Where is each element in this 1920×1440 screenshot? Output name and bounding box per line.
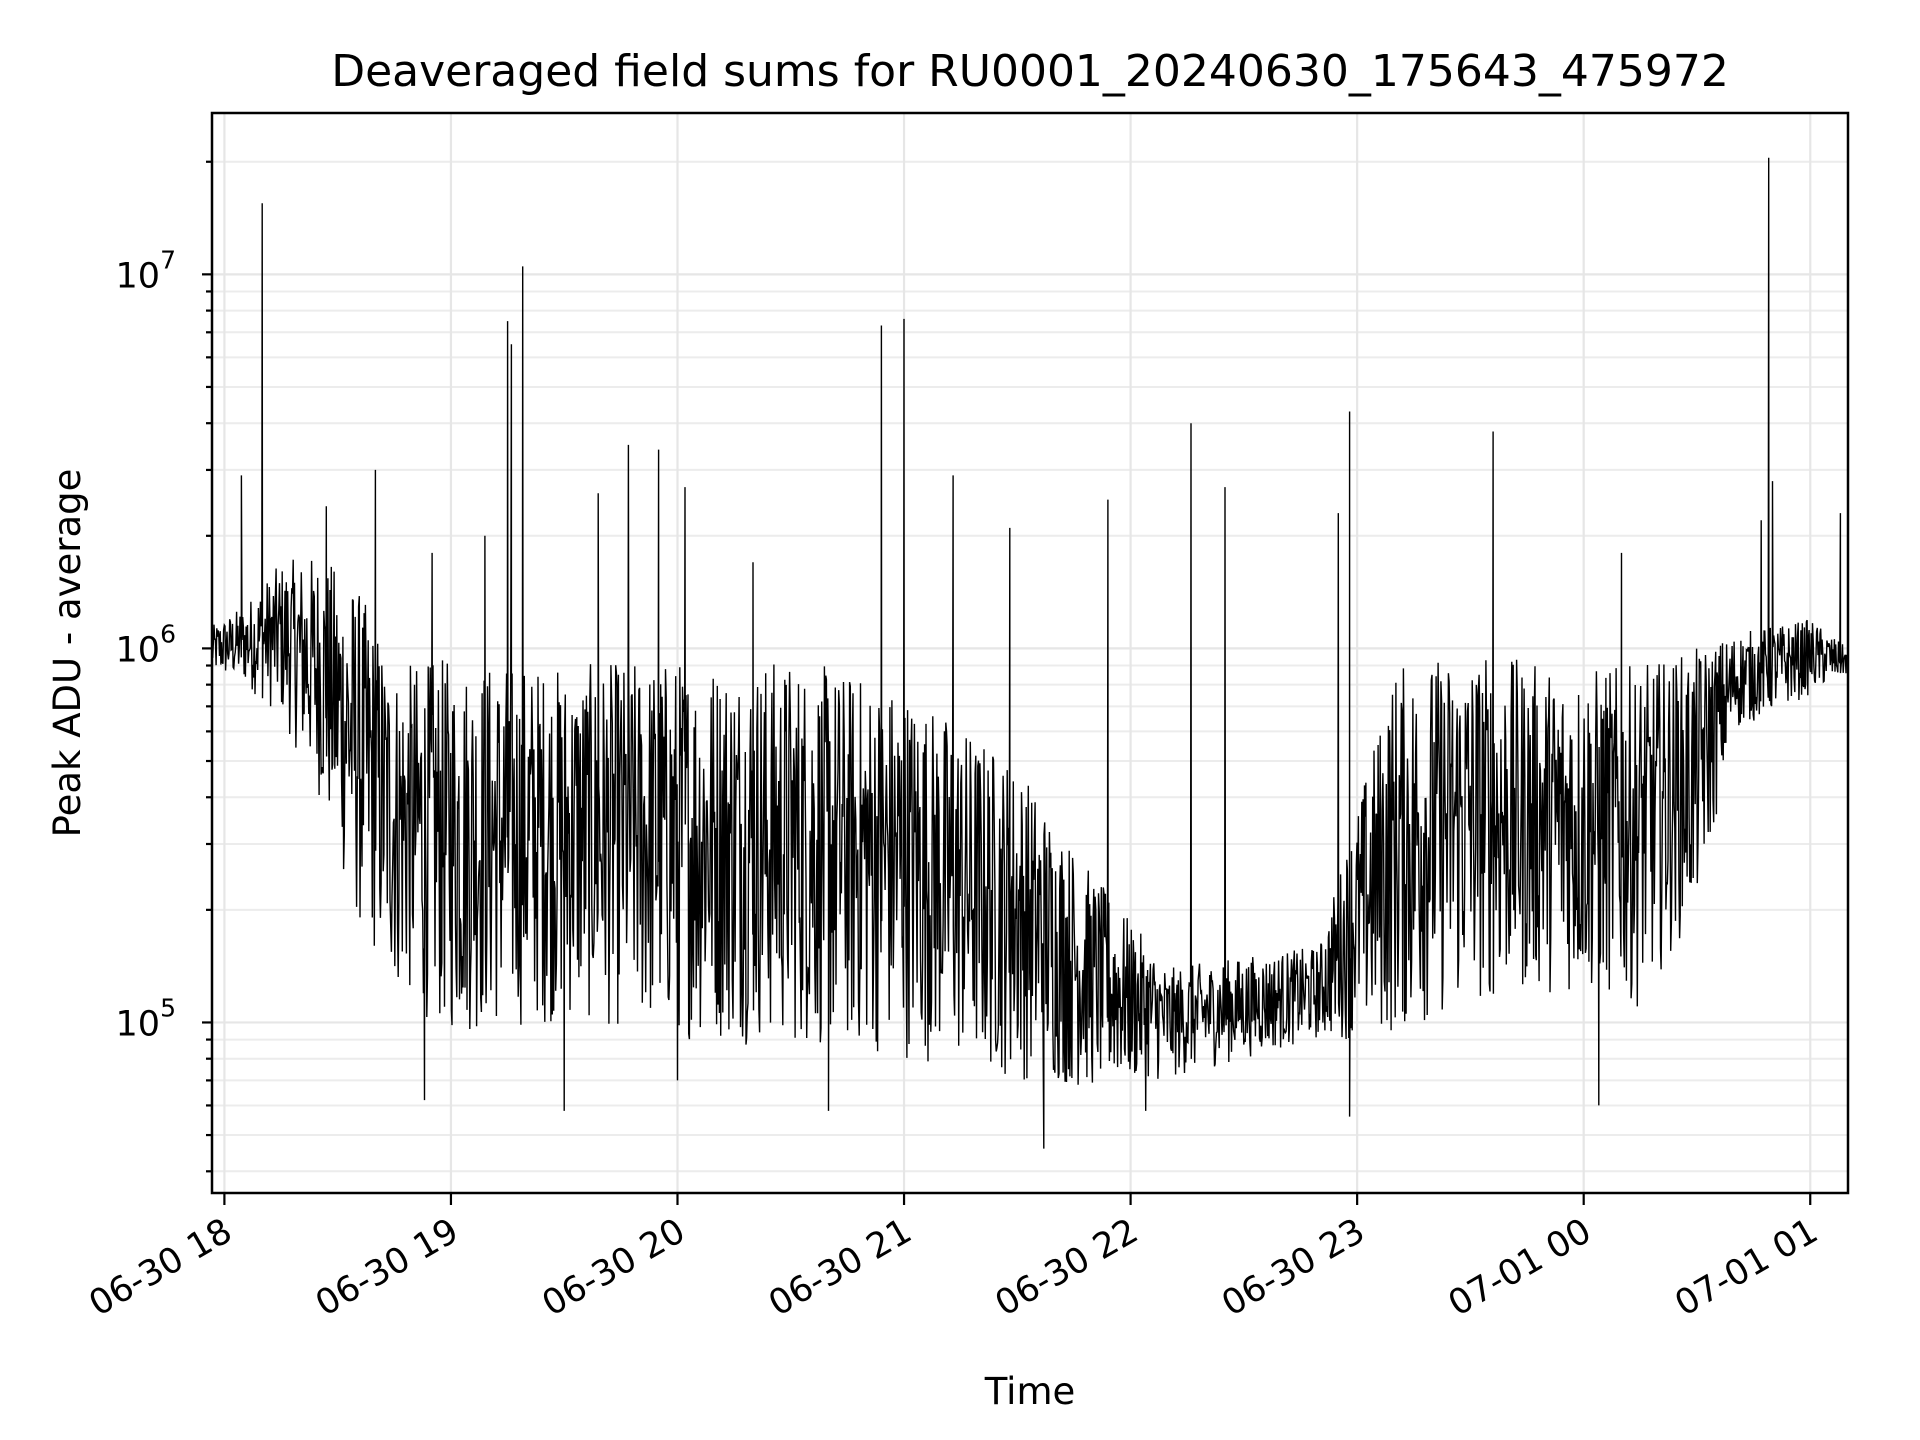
- x-tick-label: 07-01 00: [1442, 1211, 1598, 1324]
- x-tick-label: 07-01 01: [1668, 1211, 1824, 1324]
- x-tick-label: 06-30 18: [83, 1211, 239, 1324]
- x-tick-label: 06-30 19: [309, 1211, 465, 1324]
- y-tick-label: 10: [115, 1004, 160, 1044]
- x-tick-label: 06-30 20: [536, 1211, 692, 1324]
- plot-frame: [210, 111, 1850, 1195]
- y-tick-label: 10: [115, 630, 160, 670]
- y-tick-exponent: 7: [160, 245, 176, 274]
- chart-title: Deaveraged field sums for RU0001_2024063…: [331, 46, 1729, 97]
- grid-layer: [212, 113, 1848, 1193]
- x-tick-label: 06-30 22: [989, 1211, 1145, 1324]
- y-tick-label: 10: [115, 256, 160, 296]
- y-tick-exponent: 5: [160, 993, 176, 1022]
- y-axis-label: Peak ADU - average: [46, 469, 89, 838]
- series-line: [212, 157, 1848, 1149]
- y-tick-base: 10: [115, 630, 160, 670]
- y-tick-exponent: 6: [160, 619, 176, 648]
- series-layer: [212, 157, 1848, 1149]
- y-tick-base: 10: [115, 1004, 160, 1044]
- x-axis-label: Time: [984, 1370, 1076, 1413]
- y-tick-base: 10: [115, 256, 160, 296]
- x-tick-label: 06-30 21: [762, 1211, 918, 1324]
- x-tick-label: 06-30 23: [1215, 1211, 1371, 1324]
